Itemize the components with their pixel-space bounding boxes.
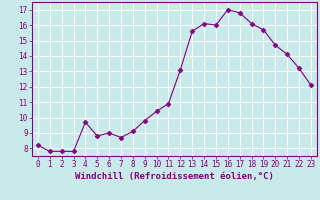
X-axis label: Windchill (Refroidissement éolien,°C): Windchill (Refroidissement éolien,°C): [75, 172, 274, 181]
